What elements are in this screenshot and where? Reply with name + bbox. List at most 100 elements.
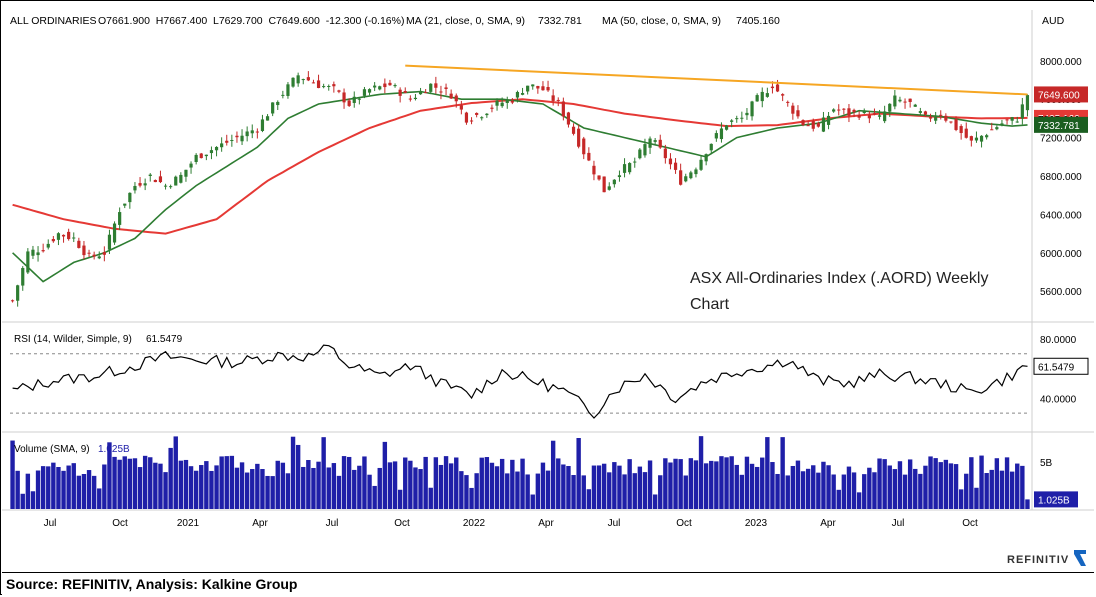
candle: [923, 110, 928, 117]
candle: [954, 116, 958, 132]
volume-bar: [678, 459, 683, 509]
volume-legend-value: 1.025B: [98, 444, 130, 455]
candle: [893, 89, 897, 110]
volume-bar: [969, 457, 974, 509]
volume-bar: [1009, 471, 1015, 509]
volume-bar: [540, 462, 546, 509]
volume-bar: [698, 436, 704, 509]
candle: [796, 105, 800, 119]
candle: [1025, 94, 1030, 117]
volume-bar: [403, 457, 408, 509]
rsi-legend-label: RSI (14, Wilder, Simple, 9): [14, 334, 132, 345]
candle: [684, 173, 688, 183]
volume-bar: [770, 462, 775, 509]
candle: [179, 172, 183, 184]
candle: [561, 97, 565, 121]
volume-bar: [168, 447, 173, 509]
candle: [571, 123, 576, 136]
volume-bar: [290, 436, 296, 509]
volume-value-label: 1.025B: [1034, 491, 1078, 508]
candle: [791, 102, 795, 120]
volume-bar: [856, 492, 862, 509]
x-axis-tick: Oct: [394, 518, 410, 529]
volume-bar: [785, 475, 790, 509]
volume-bar: [199, 465, 204, 509]
candle: [322, 83, 326, 89]
volume-bar: [714, 461, 719, 509]
candle: [913, 103, 917, 107]
volume-bar: [719, 456, 724, 509]
volume-bar: [933, 458, 938, 509]
volume-bar: [285, 473, 291, 509]
volume-bar: [362, 456, 367, 509]
candle: [10, 299, 15, 303]
candle: [352, 91, 356, 108]
volume-bar: [341, 456, 347, 509]
candle: [118, 207, 122, 230]
volume-bar: [943, 459, 949, 509]
candle: [821, 111, 826, 133]
candle: [291, 77, 295, 88]
volume-bar: [744, 456, 750, 509]
volume-bar: [158, 463, 163, 509]
volume-bar: [846, 466, 852, 509]
candle: [934, 111, 938, 125]
candle: [265, 114, 270, 121]
candle: [709, 143, 713, 155]
candle: [107, 229, 112, 254]
volume-bar: [709, 460, 714, 509]
candle: [225, 134, 229, 146]
candle: [515, 90, 520, 103]
volume-bar: [30, 491, 36, 509]
candle: [801, 119, 805, 127]
candle: [56, 232, 61, 246]
volume-bar: [20, 493, 25, 509]
x-axis-tick: 2023: [745, 518, 768, 529]
candle: [974, 131, 979, 143]
volume-bar: [142, 455, 148, 509]
refinitiv-brand: REFINITIV: [1007, 554, 1069, 566]
volume-bar: [193, 470, 199, 509]
volume-bar: [183, 459, 189, 509]
candle: [148, 173, 152, 182]
volume-bar: [790, 465, 796, 509]
candle: [26, 248, 30, 275]
candle: [61, 234, 66, 243]
candle: [276, 100, 280, 111]
candle: [388, 79, 392, 86]
volume-bar: [581, 475, 586, 509]
volume-bar: [76, 475, 82, 509]
volume-bar: [454, 457, 459, 509]
candle: [730, 119, 734, 128]
candle: [689, 170, 693, 180]
volume-bar: [122, 456, 127, 509]
candle: [51, 236, 55, 243]
candle: [373, 82, 377, 92]
candle: [235, 131, 239, 143]
volume-bar: [734, 464, 739, 509]
volume-bar: [56, 466, 61, 509]
volume-bar: [188, 466, 194, 509]
candle: [903, 98, 907, 109]
volume-bar: [1015, 463, 1020, 509]
candle: [281, 90, 285, 99]
candle: [214, 146, 219, 157]
candle: [979, 135, 984, 148]
volume-bar: [255, 463, 260, 509]
resistance-trendline: [405, 64, 1028, 96]
volume-bar: [673, 458, 678, 509]
candle: [311, 79, 316, 84]
candle: [536, 85, 540, 94]
price-axis-tick: 6800.000: [1040, 172, 1082, 183]
candle: [520, 87, 525, 96]
volume-bar: [229, 455, 235, 509]
candle: [541, 81, 545, 91]
volume-bar: [250, 469, 255, 509]
candle: [944, 113, 948, 123]
volume-bar: [377, 467, 382, 509]
volume-bar: [795, 460, 801, 509]
x-axis-tick: Jul: [892, 518, 905, 529]
ma21-legend-value: 7332.781: [538, 15, 582, 27]
candle: [694, 167, 698, 178]
